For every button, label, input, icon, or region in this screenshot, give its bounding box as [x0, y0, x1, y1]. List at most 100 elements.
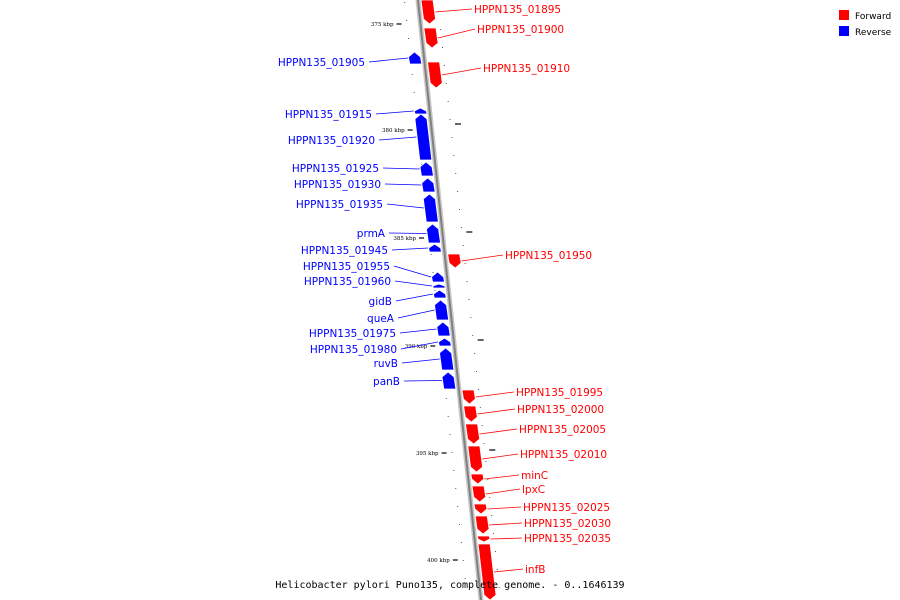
gene-arrow-hppn135-01925[interactable]: [419, 161, 434, 177]
gene-leader-line: [485, 488, 521, 495]
gene-arrow-hppn135-01920[interactable]: [414, 113, 433, 161]
gene-arrow-hppn135-02035[interactable]: [476, 535, 491, 543]
gene-leader-line: [368, 57, 409, 63]
gene-label-minc[interactable]: minC: [521, 470, 548, 482]
minor-tick: [432, 272, 434, 273]
gene-arrow-hppn135-01905[interactable]: [408, 51, 423, 65]
gene-label-hppn135-01945[interactable]: HPPN135_01945: [301, 245, 388, 257]
gene-label-quea[interactable]: queA: [367, 313, 395, 325]
gene-leader-line: [403, 380, 442, 382]
legend-item-forward[interactable]: Forward: [839, 10, 891, 22]
gene-arrow-lpxc[interactable]: [471, 485, 487, 503]
minor-tick: [460, 542, 462, 543]
gene-leader-line: [388, 232, 427, 234]
gene-leader-line: [391, 247, 429, 251]
gene-label-ruvb[interactable]: ruvB: [374, 358, 398, 370]
gene-label-hppn135-01955[interactable]: HPPN135_01955: [303, 261, 390, 273]
gene-arrow-hppn135-02030[interactable]: [474, 515, 490, 535]
gene-arrow-hppn135-01960[interactable]: [432, 283, 446, 289]
gene-arrow-ruvb[interactable]: [439, 347, 455, 371]
gene-label-panb[interactable]: panB: [373, 376, 400, 388]
gene-label-hppn135-01910[interactable]: HPPN135_01910: [483, 63, 570, 75]
gene-leader-line: [393, 265, 432, 278]
gene-label-hppn135-02010[interactable]: HPPN135_02010: [520, 449, 607, 461]
gene-arrow-hppn135-01910[interactable]: [427, 61, 443, 89]
gene-label-infb[interactable]: infB: [525, 564, 545, 576]
gene-label-hppn135-02030[interactable]: HPPN135_02030: [524, 518, 611, 530]
gene-label-hppn135-01895[interactable]: HPPN135_01895: [474, 4, 561, 16]
gene-arrow-hppn135-02000[interactable]: [463, 405, 478, 423]
gene-arrow-hppn135-01895[interactable]: [420, 0, 436, 25]
gene-arrow-quea[interactable]: [434, 299, 450, 321]
gene-leader-line: [461, 254, 504, 262]
minor-tick: [498, 587, 500, 588]
legend-label-forward: Forward: [855, 12, 891, 22]
minor-tick: [406, 20, 408, 21]
gene-arrow-minc[interactable]: [470, 473, 485, 485]
gene-label-hppn135-01900[interactable]: HPPN135_01900: [477, 24, 564, 36]
gene-arrow-hppn135-01975[interactable]: [436, 321, 451, 337]
gene-label-hppn135-02025[interactable]: HPPN135_02025: [523, 502, 610, 514]
minor-tick: [440, 29, 442, 30]
gene-arrow-infb[interactable]: [477, 543, 497, 600]
gene-arrow-panb[interactable]: [441, 371, 457, 390]
gene-label-hppn135-01905[interactable]: HPPN135_01905: [278, 57, 365, 69]
gene-label-gidb[interactable]: gidB: [369, 296, 392, 308]
minor-tick: [489, 497, 491, 498]
gene-arrow-hppn135-02005[interactable]: [465, 423, 481, 445]
minor-tick: [457, 191, 459, 192]
minor-tick: [464, 263, 466, 264]
gene-label-hppn135-01995[interactable]: HPPN135_01995: [516, 387, 603, 399]
minor-tick: [477, 389, 479, 390]
minor-tick: [457, 506, 459, 507]
gene-label-hppn135-01925[interactable]: HPPN135_01925: [292, 163, 379, 175]
gene-leader-line: [397, 309, 435, 319]
gene-leader-line: [382, 167, 420, 170]
gene-label-hppn135-01935[interactable]: HPPN135_01935: [296, 199, 383, 211]
gene-label-hppn135-01930[interactable]: HPPN135_01930: [294, 179, 381, 191]
minor-tick: [464, 578, 466, 579]
gene-label-prma[interactable]: prmA: [357, 228, 386, 240]
gene-arrow-hppn135-02025[interactable]: [473, 503, 488, 515]
gene-leader-line: [477, 408, 516, 415]
gene-arrow-hppn135-01980[interactable]: [438, 337, 452, 347]
gene-label-hppn135-01915[interactable]: HPPN135_01915: [285, 109, 372, 121]
minor-tick: [407, 38, 409, 39]
gene-label-hppn135-02000[interactable]: HPPN135_02000: [517, 404, 604, 416]
minor-tick: [443, 65, 445, 66]
scale-tick-label: 390 kbp: [405, 344, 428, 350]
scale-tick-label: 385 kbp: [393, 236, 416, 242]
gene-label-lpxc[interactable]: lpxC: [522, 484, 545, 496]
gene-arrow-hppn135-02010[interactable]: [467, 445, 483, 473]
minor-tick: [487, 479, 489, 480]
gene-arrow-hppn135-01945[interactable]: [428, 243, 442, 253]
gene-arrow-hppn135-01900[interactable]: [423, 27, 439, 49]
gene-arrow-hppn135-01915[interactable]: [413, 107, 428, 115]
minor-tick: [474, 353, 476, 354]
gene-arrow-hppn135-01935[interactable]: [422, 193, 439, 223]
gene-leader-line: [375, 110, 414, 115]
gene-arrow-gidb[interactable]: [433, 289, 447, 299]
gene-label-hppn135-02035[interactable]: HPPN135_02035: [524, 533, 611, 545]
gene-leader-line: [384, 183, 422, 186]
minor-tick: [445, 398, 447, 399]
gene-arrow-hppn135-01955[interactable]: [431, 271, 446, 283]
minor-tick: [494, 551, 496, 552]
scale-tick-label: 400 kbp: [427, 558, 450, 564]
gene-leader-line: [441, 67, 482, 76]
gene-label-hppn135-01980[interactable]: HPPN135_01980: [310, 344, 397, 356]
gene-label-hppn135-01950[interactable]: HPPN135_01950: [505, 250, 592, 262]
gene-arrow-hppn135-01930[interactable]: [421, 177, 436, 193]
gene-arrow-hppn135-01950[interactable]: [447, 253, 462, 269]
scale-tick-label: 395 kbp: [416, 451, 439, 457]
gene-label-hppn135-01920[interactable]: HPPN135_01920: [288, 135, 375, 147]
legend-item-reverse[interactable]: Reverse: [839, 26, 892, 38]
gene-label-hppn135-02005[interactable]: HPPN135_02005: [519, 424, 606, 436]
minor-tick: [472, 335, 474, 336]
backbone-layer: [415, 0, 484, 600]
gene-arrow-hppn135-01995[interactable]: [461, 389, 476, 405]
gene-label-hppn135-01960[interactable]: HPPN135_01960: [304, 276, 391, 288]
gene-label-hppn135-01975[interactable]: HPPN135_01975: [309, 328, 396, 340]
gene-arrow-prma[interactable]: [426, 223, 441, 244]
